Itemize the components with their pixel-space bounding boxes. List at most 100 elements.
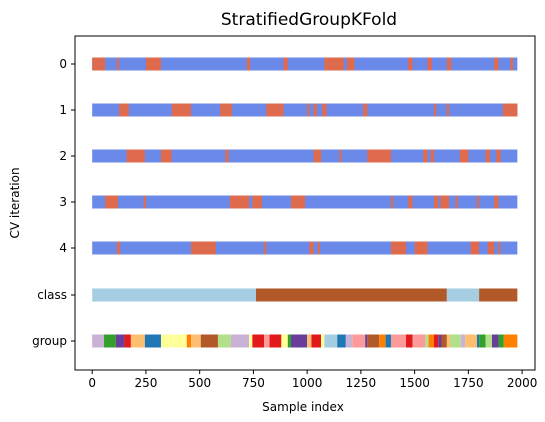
x-tick-label-750: 750 bbox=[242, 376, 265, 390]
cv-3-test-segment-8 bbox=[440, 195, 450, 209]
x-tick-label-1000: 1000 bbox=[292, 376, 323, 390]
group-segment-22 bbox=[324, 334, 338, 348]
cv-0-test-segment-10 bbox=[494, 57, 499, 71]
cv-3-test-segment-2 bbox=[229, 195, 250, 209]
group-segment-2 bbox=[115, 334, 125, 348]
plot-frame bbox=[74, 35, 536, 371]
cv-3-test-segment-10 bbox=[476, 195, 480, 209]
cv-4-train-bar bbox=[92, 241, 518, 255]
axes: 0 1 2 3 4 class group 0 250 500 750 1000 1250 1500 175… bbox=[32, 57, 537, 390]
group-segment-3 bbox=[124, 334, 131, 348]
group-segment-38 bbox=[446, 334, 451, 348]
group-segment-32 bbox=[412, 334, 426, 348]
class-segment-3 bbox=[479, 288, 518, 302]
cv-4-test-segment-0 bbox=[116, 241, 121, 255]
cv-1-test-segment-6 bbox=[322, 103, 327, 117]
cv-2-test-segment-8 bbox=[459, 149, 469, 163]
cv-2-test-segment-5 bbox=[367, 149, 391, 163]
group-segment-16 bbox=[281, 334, 288, 348]
cv-0-test-segment-5 bbox=[324, 57, 344, 71]
cv-0-test-segment-4 bbox=[283, 57, 288, 71]
cv-0-test-segment-6 bbox=[346, 57, 355, 71]
group-segment-14 bbox=[264, 334, 270, 348]
group-segment-42 bbox=[476, 334, 480, 348]
cv-3-test-segment-5 bbox=[390, 195, 394, 209]
cv-2-test-segment-2 bbox=[225, 149, 229, 163]
cv-2-test-segment-3 bbox=[313, 149, 322, 163]
plot-area bbox=[92, 57, 518, 348]
group-segment-46 bbox=[498, 334, 504, 348]
group-segment-31 bbox=[406, 334, 413, 348]
x-tick-label-2000: 2000 bbox=[507, 376, 538, 390]
group-segment-37 bbox=[441, 334, 447, 348]
group-segment-15 bbox=[269, 334, 282, 348]
cv-4-test-segment-6 bbox=[414, 241, 428, 255]
group-segment-7 bbox=[186, 334, 192, 348]
x-tick-label-0: 0 bbox=[88, 376, 96, 390]
group-segment-28 bbox=[379, 334, 386, 348]
group-segment-36 bbox=[438, 334, 442, 348]
cv-1-test-segment-2 bbox=[220, 103, 232, 117]
group-segment-12 bbox=[249, 334, 253, 348]
group-segment-30 bbox=[390, 334, 407, 348]
cv-2-test-segment-4 bbox=[339, 149, 342, 163]
x-tick-label-500: 500 bbox=[188, 376, 211, 390]
group-segment-41 bbox=[465, 334, 477, 348]
cv-3-test-segment-11 bbox=[494, 195, 499, 209]
group-segment-1 bbox=[104, 334, 116, 348]
group-segment-47 bbox=[503, 334, 518, 348]
cv-4-test-segment-4 bbox=[317, 241, 321, 255]
cv-2-test-segment-6 bbox=[423, 149, 428, 163]
group-segment-20 bbox=[311, 334, 322, 348]
group-segment-11 bbox=[230, 334, 250, 348]
group-segment-27 bbox=[367, 334, 380, 348]
cv-0-test-segment-1 bbox=[116, 57, 120, 71]
x-tick-label-1750: 1750 bbox=[453, 376, 484, 390]
cv-4-test-segment-1 bbox=[191, 241, 216, 255]
cv-1-test-segment-1 bbox=[171, 103, 192, 117]
group-segment-9 bbox=[200, 334, 218, 348]
x-tick-label-1500: 1500 bbox=[399, 376, 430, 390]
cv-2-test-segment-9 bbox=[485, 149, 490, 163]
class-segment-0 bbox=[92, 288, 256, 302]
cv-4-test-segment-9 bbox=[498, 241, 501, 255]
group-segment-8 bbox=[191, 334, 201, 348]
chart-title: StratifiedGroupKFold bbox=[221, 10, 397, 30]
cv-0-test-segment-8 bbox=[427, 57, 432, 71]
group-segment-35 bbox=[433, 334, 439, 348]
group-segment-18 bbox=[291, 334, 308, 348]
group-segment-4 bbox=[130, 334, 145, 348]
y-tick-label-1: 1 bbox=[59, 103, 67, 117]
x-axis-label: Sample index bbox=[262, 400, 344, 414]
cv-2-train-bar bbox=[92, 149, 518, 163]
class-segment-1 bbox=[255, 288, 447, 302]
group-segment-43 bbox=[479, 334, 486, 348]
group-segment-25 bbox=[352, 334, 366, 348]
cv-2-test-segment-1 bbox=[160, 149, 172, 163]
cv-4-test-segment-3 bbox=[309, 241, 314, 255]
cv-2-test-segment-0 bbox=[126, 149, 145, 163]
cv-2-test-segment-7 bbox=[430, 149, 434, 163]
x-tick-label-250: 250 bbox=[134, 376, 157, 390]
cv-4-test-segment-2 bbox=[264, 241, 267, 255]
group-segment-26 bbox=[365, 334, 368, 348]
group-segment-5 bbox=[144, 334, 161, 348]
cv-0-test-segment-7 bbox=[408, 57, 413, 71]
group-segment-40 bbox=[460, 334, 466, 348]
cv-4-test-segment-7 bbox=[470, 241, 480, 255]
cv-1-test-segment-5 bbox=[313, 103, 317, 117]
cv-3-test-segment-0 bbox=[105, 195, 118, 209]
cv-1-test-segment-8 bbox=[433, 103, 437, 117]
cv-0-test-segment-0 bbox=[92, 57, 106, 71]
cv-1-test-segment-0 bbox=[119, 103, 129, 117]
group-segment-45 bbox=[492, 334, 499, 348]
group-segment-44 bbox=[485, 334, 493, 348]
group-segment-0 bbox=[92, 334, 105, 348]
y-tick-label-class: class bbox=[37, 288, 67, 302]
group-segment-6 bbox=[160, 334, 187, 348]
cv-1-test-segment-4 bbox=[307, 103, 310, 117]
group-segment-10 bbox=[217, 334, 231, 348]
cv-1-test-segment-7 bbox=[363, 103, 368, 117]
cv-0-test-segment-9 bbox=[446, 57, 452, 71]
